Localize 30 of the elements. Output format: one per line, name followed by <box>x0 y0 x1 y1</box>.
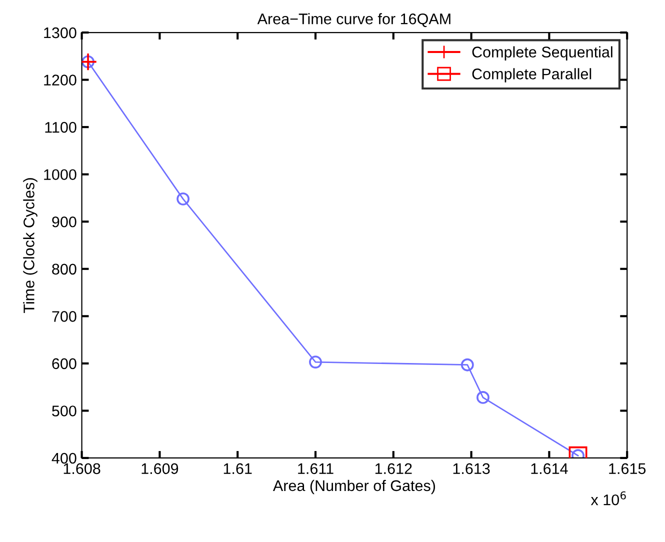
y-tick-label: 700 <box>52 311 76 322</box>
chart-title: Area−Time curve for 16QAM <box>257 13 450 28</box>
x-tick-label: 1.611 <box>298 463 334 474</box>
x-tick-label: 1.615 <box>609 463 646 474</box>
x-axis-title: Area (Number of Gates) <box>272 480 436 494</box>
y-tick-label: 900 <box>52 216 76 228</box>
legend-label: Complete Sequential <box>472 46 612 61</box>
x-tick-label: 1.609 <box>142 463 178 474</box>
point <box>82 55 94 68</box>
point <box>476 391 490 404</box>
y-tick-label: 400 <box>52 452 76 464</box>
y-axis-title: Time (Clock Cycles) <box>23 178 38 313</box>
point <box>309 356 322 368</box>
point <box>460 358 474 372</box>
y-tick-label: 800 <box>52 264 76 275</box>
y-tick-label: 600 <box>52 358 76 370</box>
text: x 10$^{6}$ <box>590 491 626 506</box>
y-tick-label: 1200 <box>44 74 76 86</box>
x-tick-label: 1.614 <box>531 463 568 474</box>
x-tick-label: 1.61 <box>224 463 252 474</box>
x-tick-label: 1.612 <box>375 463 412 474</box>
point <box>82 52 98 72</box>
legend-label: Complete Parallel <box>472 68 592 82</box>
x-tick-label: 1.613 <box>453 463 490 474</box>
point <box>176 192 190 206</box>
y-tick-label: 1100 <box>45 122 76 133</box>
y-tick-label: 1000 <box>44 169 76 180</box>
y-tick-label: 1300 <box>44 27 76 38</box>
x-tick-label: 1.608 <box>64 463 100 474</box>
y-tick-label: 500 <box>52 406 76 416</box>
